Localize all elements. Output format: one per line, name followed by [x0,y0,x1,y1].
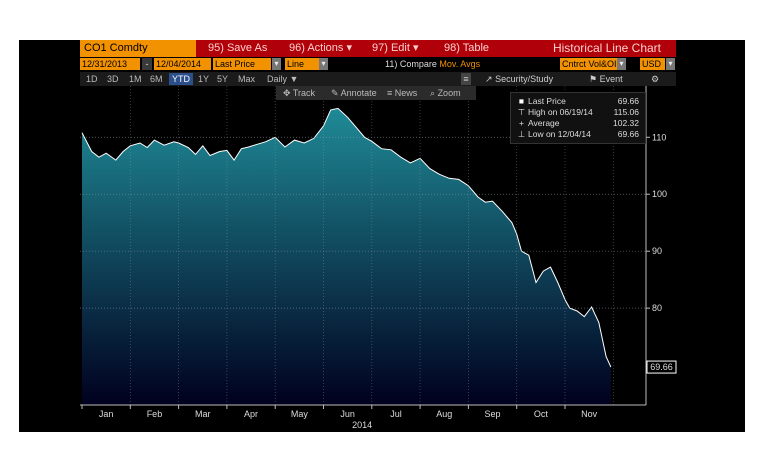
high-marker-icon: ⊤ [517,107,526,117]
magnifier-icon: ⌕ [430,88,436,98]
range-1y[interactable]: 1Y [198,74,210,84]
chevron-down-icon: ▾ [412,42,419,54]
field-select[interactable]: Last Price [213,58,271,70]
compare-button[interactable]: 11) Compare Mov. Avgs [385,58,480,70]
ticker-field[interactable]: CO1 Comdty [80,40,196,57]
legend-average-label: Average [528,118,560,128]
actions-button[interactable]: 96) Actions ▾ [289,40,352,57]
price-area [82,108,611,406]
frequency-select[interactable]: Daily ▼ [264,73,301,85]
style-select[interactable]: Line [285,58,319,70]
save-as-button[interactable]: 95) Save As [208,42,268,54]
news-label: News [394,88,418,98]
price-line [81,107,612,368]
x-tick-label: Nov [581,409,598,419]
legend-last-price-value: 69.66 [617,96,639,106]
legend-last-price: ■ Last Price 69.66 [517,96,639,106]
table-button[interactable]: 98) Table [444,42,490,54]
y-tick-label: 80 [652,303,662,313]
zoom-button[interactable]: ⌕ Zoom [430,86,461,100]
legend-last-price-label: Last Price [528,96,566,106]
mov-avgs-link[interactable]: Mov. Avgs [439,59,481,69]
low-marker-icon: ⊥ [517,129,526,139]
chart-title: Historical Line Chart [552,41,661,55]
security-study-button[interactable]: ↗ Security/Study [485,73,553,85]
chevron-down-icon[interactable]: ▾ [319,58,328,70]
edit-label: 97) Edit [372,42,410,54]
terminal-window: CO1 Comdty 95) Save As 96) Actions ▾ 97)… [19,40,745,432]
x-tick-label: Jun [340,409,355,419]
zoom-label: Zoom [437,88,461,98]
actions-label: 96) Actions [289,42,344,54]
range-3d[interactable]: 3D [107,74,119,84]
legend-high-label: High on 06/19/14 [528,107,593,117]
end-date-field[interactable]: 12/04/2014 [154,58,211,70]
crosshair-icon: ✥ [283,88,291,98]
square-swatch-icon: ■ [518,96,525,106]
security-study-label: Security/Study [495,74,554,84]
x-tick-label: Aug [436,409,452,419]
function-bar [80,40,676,57]
legend-low-value: 69.66 [617,129,639,139]
range-1m[interactable]: 1M [129,74,142,84]
last-value-tag [646,360,677,374]
chevron-down-icon[interactable]: ▾ [666,58,675,70]
legend-average: + Average 102.32 [517,118,639,128]
annotate-label: Annotate [340,88,377,98]
average-marker-icon: + [519,118,524,128]
x-axis-year-label: 2014 [352,420,372,430]
legend-low: ⊥ Low on 12/04/14 69.66 [517,129,639,139]
caret-down-icon: ▼ [289,74,299,84]
track-button[interactable]: ✥ Track [283,86,315,100]
chart-study-icon: ↗ [485,74,493,84]
legend-high-value: 115.06 [613,107,639,117]
chevron-down-icon[interactable]: ▾ [617,58,626,70]
start-date-field[interactable]: 12/31/2013 [80,58,140,70]
range-1d[interactable]: 1D [86,74,98,84]
range-ytd[interactable]: YTD [169,73,193,85]
track-label: Track [292,88,316,98]
chevron-down-icon[interactable]: ▾ [272,58,281,70]
y-tick-label: 100 [652,189,667,199]
edit-button[interactable]: 97) Edit ▾ [372,40,419,57]
range-bar [80,72,676,86]
range-5y[interactable]: 5Y [217,74,229,84]
event-button[interactable]: ⚑ Event [589,73,623,85]
panel-toggle-icon[interactable]: ≡ [461,73,471,85]
x-tick-label: May [291,409,309,419]
pencil-icon: ✎ [331,88,339,98]
news-icon: ≡ [387,88,393,98]
legend-box: ■ Last Price 69.66 ⊤ High on 06/19/14 11… [510,92,646,144]
range-6m[interactable]: 6M [150,74,163,84]
date-separator: - [142,58,152,70]
frequency-label: Daily [267,74,288,84]
x-tick-label: Jan [99,409,114,419]
contract-select[interactable]: Cntrct Vol&OI [560,58,617,70]
chevron-down-icon: ▾ [346,42,353,54]
compare-number: 11) [385,59,398,69]
event-label: Event [599,74,623,84]
last-value-label: 69.66 [650,362,673,372]
range-max[interactable]: Max [238,74,256,84]
chart-toolbar [276,86,476,100]
annotate-button[interactable]: ✎ Annotate [331,86,377,100]
x-tick-label: Mar [195,409,211,419]
legend-high: ⊤ High on 06/19/14 115.06 [517,107,639,117]
x-tick-label: Sep [485,409,501,419]
gear-icon[interactable]: ⚙ [651,74,660,84]
compare-label: Compare [399,59,437,69]
legend-average-value: 102.32 [613,118,639,128]
y-tick-label: 90 [652,246,662,256]
legend-low-label: Low on 12/04/14 [528,129,591,139]
flag-icon: ⚑ [589,74,598,84]
currency-select[interactable]: USD [640,58,665,70]
x-tick-label: Feb [147,409,163,419]
x-tick-label: Jul [390,409,402,419]
x-tick-label: Apr [244,409,258,419]
y-tick-label: 110 [652,132,666,142]
news-button[interactable]: ≡ News [387,86,417,100]
x-tick-label: Oct [534,409,549,419]
